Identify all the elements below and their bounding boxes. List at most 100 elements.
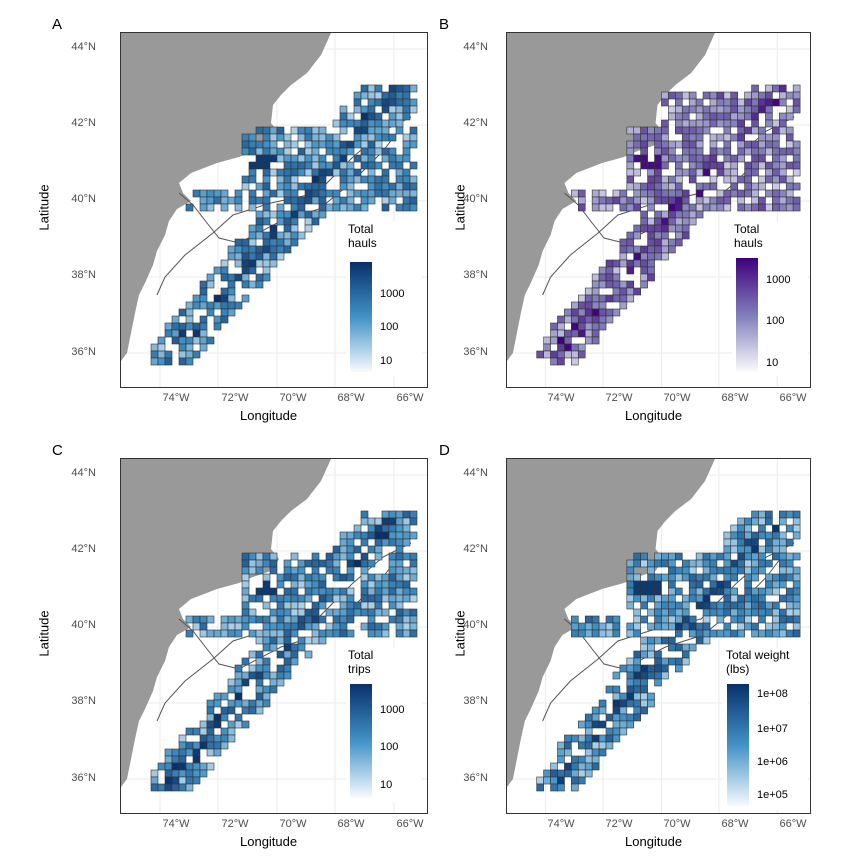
effort-cell: [276, 168, 285, 177]
effort-cell: [367, 182, 376, 191]
effort-cell: [668, 140, 676, 149]
effort-cell: [688, 559, 697, 568]
effort-cell: [716, 196, 725, 205]
effort-cell: [283, 140, 292, 149]
effort-cell: [367, 119, 376, 128]
effort-cell: [234, 203, 243, 212]
effort-cell: [647, 196, 655, 205]
effort-cell: [150, 783, 159, 792]
effort-cell: [353, 601, 362, 610]
effort-cell: [605, 622, 614, 631]
effort-cell: [234, 685, 243, 694]
effort-cell: [737, 196, 745, 205]
effort-cell: [262, 238, 271, 247]
effort-cell: [695, 622, 704, 631]
effort-cell: [751, 545, 759, 554]
effort-cell: [241, 615, 250, 624]
effort-cells: [150, 510, 418, 792]
effort-cell: [185, 203, 194, 212]
effort-cell: [730, 168, 739, 177]
effort-cell: [640, 559, 648, 568]
effort-cell: [402, 112, 411, 121]
effort-cell: [681, 119, 690, 128]
effort-cell: [262, 273, 271, 282]
effort-cell: [332, 119, 341, 128]
effort-cell: [304, 594, 313, 603]
effort-cell: [276, 608, 285, 617]
effort-cell: [346, 119, 355, 128]
effort-cell: [304, 650, 313, 659]
effort-cell: [688, 615, 697, 624]
effort-cell: [283, 615, 292, 624]
effort-cell: [318, 154, 327, 163]
effort-cell: [220, 308, 229, 317]
effort-cell: [675, 196, 683, 205]
effort-cell: [255, 280, 264, 289]
effort-cell: [304, 217, 313, 226]
effort-cell: [276, 650, 285, 659]
effort-cell: [612, 259, 621, 268]
effort-cell: [779, 126, 787, 135]
effort-cell: [716, 168, 725, 177]
effort-cell: [792, 168, 801, 177]
effort-cell: [681, 168, 690, 177]
effort-cell: [765, 517, 773, 526]
effort-cell: [318, 587, 327, 596]
effort-cell: [276, 671, 285, 680]
effort-cell: [564, 350, 572, 359]
effort-cell: [779, 189, 787, 198]
effort-cell: [709, 566, 718, 575]
effort-cell: [269, 671, 278, 680]
effort-cell: [737, 559, 745, 568]
effort-cell: [633, 182, 641, 191]
effort-cell: [332, 203, 341, 212]
effort-cell: [654, 133, 662, 142]
effort-cell: [297, 566, 306, 575]
effort-cell: [668, 112, 676, 121]
effort-cell: [626, 692, 635, 701]
effort-cell: [339, 196, 348, 205]
effort-cell: [206, 308, 215, 317]
effort-cell: [772, 133, 780, 142]
effort-cell: [269, 210, 278, 219]
lat-tick: 42°N: [463, 117, 488, 129]
effort-cell: [640, 699, 648, 708]
effort-cell: [234, 699, 243, 708]
effort-cell: [227, 273, 236, 282]
lon-tick: 66°W: [396, 392, 424, 404]
effort-cell: [598, 741, 607, 750]
effort-cell: [381, 203, 390, 212]
effort-cell: [192, 336, 201, 345]
effort-cell: [730, 524, 739, 533]
effort-cell: [213, 713, 222, 722]
effort-cell: [220, 615, 229, 624]
effort-cell: [737, 189, 745, 198]
effort-cell: [185, 308, 194, 317]
effort-cell: [668, 608, 676, 617]
effort-cell: [688, 168, 697, 177]
effort-cell: [772, 175, 780, 184]
effort-cell: [737, 566, 745, 575]
effort-cell: [661, 175, 669, 184]
effort-cell: [688, 622, 697, 631]
effort-cell: [543, 343, 551, 352]
effort-cell: [367, 531, 376, 540]
effort-cell: [283, 559, 292, 568]
effort-cell: [612, 720, 621, 729]
effort-cell: [192, 769, 201, 778]
effort-cell: [374, 608, 383, 617]
effort-cell: [702, 154, 711, 163]
effort-cell: [709, 587, 718, 596]
effort-cell: [178, 357, 187, 366]
effort-cell: [605, 280, 614, 289]
effort-cell: [626, 147, 635, 156]
effort-cell: [640, 580, 648, 589]
effort-cell: [206, 727, 215, 736]
effort-cell: [779, 580, 787, 589]
effort-cell: [248, 147, 257, 156]
effort-cell: [661, 217, 669, 226]
effort-cell: [695, 112, 704, 121]
effort-cell: [577, 189, 586, 198]
effort-cell: [241, 566, 250, 575]
effort-cell: [227, 699, 236, 708]
